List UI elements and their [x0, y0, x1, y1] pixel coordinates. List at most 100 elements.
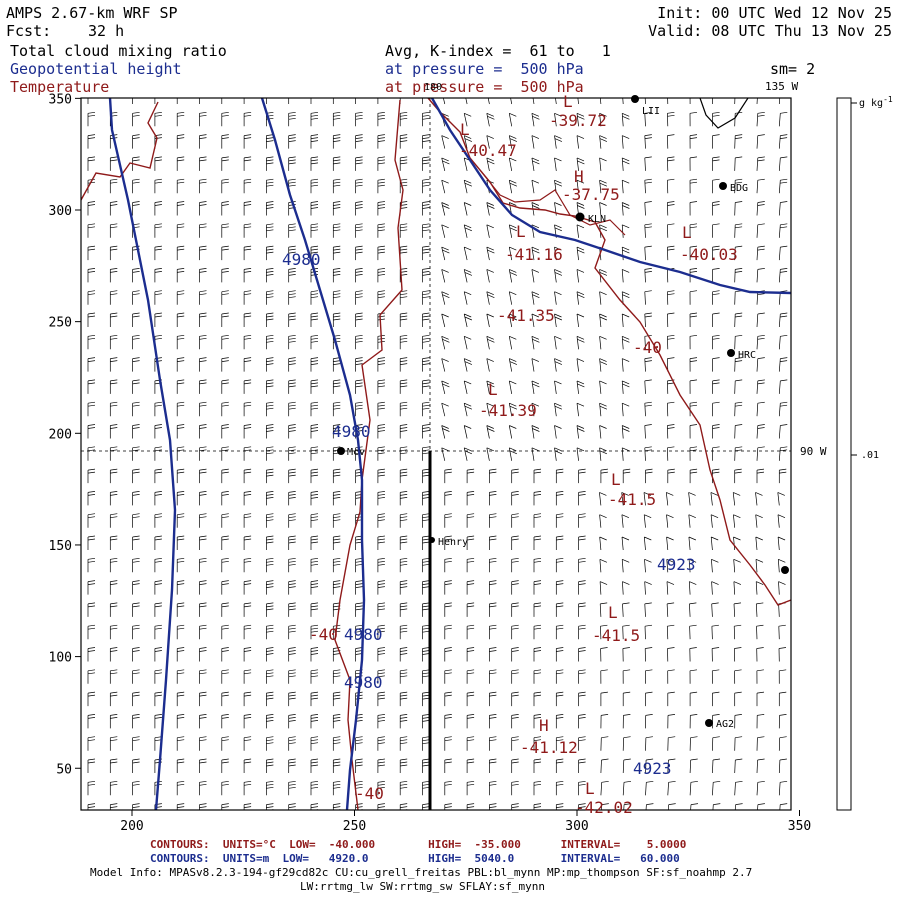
wind-barb [109, 624, 118, 640]
wind-barb [221, 134, 229, 149]
wind-barb [555, 557, 564, 573]
wind-barb [310, 691, 319, 707]
wind-barb [734, 803, 743, 810]
wind-barb [645, 669, 653, 684]
wind-barb [243, 803, 252, 810]
wind-barb [377, 714, 385, 729]
wind-barb [667, 201, 675, 216]
wind-barb [667, 156, 675, 171]
wind-barb [778, 736, 787, 751]
wind-barb [109, 290, 118, 305]
wind-barb [310, 379, 319, 394]
wind-barb [778, 624, 786, 640]
wind-barb [531, 112, 540, 127]
wind-barb [711, 602, 719, 617]
wind-barb [243, 691, 252, 707]
wind-barb [755, 514, 763, 528]
wind-barb [266, 714, 274, 729]
wind-barb [422, 468, 430, 484]
wind-barb [87, 312, 96, 327]
wind-barb [288, 557, 296, 573]
wind-barb [154, 98, 156, 104]
wind-barb [288, 98, 290, 104]
system-letter: L [488, 380, 498, 399]
system-value: -40.47 [459, 141, 517, 160]
wind-barb [422, 401, 430, 417]
wind-barb [132, 736, 140, 751]
stations: LII BDG KLN HRC Mcv Henry AG2 [337, 95, 789, 730]
wind-barb [734, 290, 743, 305]
wind-barb [644, 424, 652, 439]
wind-barb [399, 111, 408, 127]
field-temperature: Temperature [10, 78, 110, 96]
wind-barb [487, 98, 490, 105]
wind-barb [599, 514, 607, 528]
wind-barb [332, 223, 341, 238]
wind-barb [266, 691, 274, 707]
wind-barb [621, 202, 630, 216]
wind-barb [755, 581, 764, 595]
wind-barb [310, 557, 319, 573]
wind-barb [508, 313, 518, 328]
wind-barb [645, 714, 653, 729]
wind-barb [377, 580, 385, 595]
wind-barb [733, 536, 741, 551]
wind-barb [199, 178, 207, 194]
wind-barb [489, 624, 497, 640]
wind-barb [688, 492, 696, 506]
wind-barb [508, 402, 518, 417]
wind-barb [221, 334, 229, 350]
wind-barb [533, 714, 542, 729]
wind-barb [355, 624, 363, 640]
wind-barb [533, 647, 542, 662]
wind-barb [176, 334, 185, 350]
wind-barb [644, 558, 652, 573]
wind-barb [176, 647, 185, 662]
wind-barb [266, 424, 274, 439]
wind-barb [622, 468, 631, 484]
wind-barb [176, 111, 185, 127]
wind-barb [601, 803, 609, 810]
height-label: 4923 [633, 759, 672, 778]
wind-barb [777, 514, 786, 528]
wind-barb [734, 156, 743, 171]
wind-barb [377, 736, 385, 751]
wind-barb [109, 513, 118, 528]
wind-barb [578, 780, 586, 796]
wind-barb [377, 156, 385, 171]
wind-barb [109, 334, 118, 350]
wind-barb [377, 424, 385, 439]
wind-barb [531, 335, 540, 350]
wind-barb [243, 98, 245, 104]
forecast-label: Fcst: [6, 22, 52, 40]
wind-barb [756, 691, 765, 707]
wind-barb [734, 468, 742, 484]
wind-barb [87, 513, 96, 528]
wind-barb [332, 111, 341, 127]
wind-barb [199, 201, 207, 216]
wind-barb [288, 334, 296, 350]
wind-barb [221, 491, 229, 506]
pressure-temp: at pressure = 500 hPa [385, 78, 584, 96]
wind-barb [441, 246, 450, 261]
wind-barb [399, 513, 408, 528]
wind-barb [466, 669, 475, 684]
wind-barb [576, 358, 585, 372]
wind-barb [132, 98, 133, 104]
wind-barb [355, 401, 363, 417]
wind-barb [689, 334, 698, 350]
wind-barb [199, 357, 207, 372]
y-tick-label: 350 [49, 92, 72, 107]
contour-value: -40 [309, 625, 338, 644]
wind-barb [554, 135, 563, 149]
wind-barb [87, 491, 96, 506]
wind-barb [199, 379, 207, 394]
wind-barb [463, 224, 473, 238]
wind-barb [132, 714, 140, 729]
wind-barb [332, 557, 341, 573]
wind-barb [132, 134, 140, 149]
wind-barb [243, 580, 252, 595]
wind-barb [778, 201, 788, 216]
wind-barb [199, 691, 207, 707]
wind-barb [199, 647, 207, 662]
